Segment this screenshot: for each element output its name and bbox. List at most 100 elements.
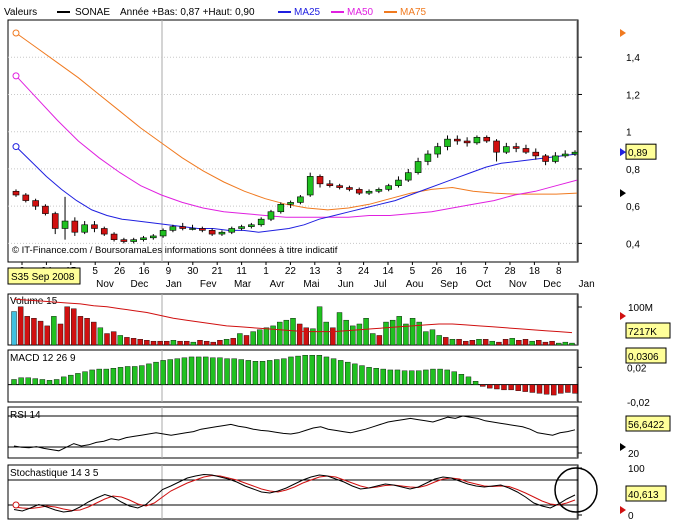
macd-bar — [309, 355, 315, 385]
price-candle-body — [346, 187, 353, 190]
macd-bar — [210, 357, 216, 385]
x-day-label: 11 — [236, 266, 247, 277]
macd-bar — [46, 380, 53, 385]
macd-bar — [25, 377, 31, 385]
x-month-label: Mai — [303, 279, 319, 290]
ma25-legend-label: MA25 — [294, 7, 321, 18]
price-candle-body — [365, 190, 373, 194]
volume-ytick-label: 100M — [628, 303, 653, 314]
macd-bar — [465, 376, 472, 385]
volume-bar — [463, 340, 469, 346]
volume-bar — [409, 318, 416, 346]
macd-bar — [281, 358, 287, 385]
volume-bar — [110, 331, 117, 346]
price-candle-body — [32, 200, 39, 207]
volume-bar — [91, 321, 97, 346]
price-candle-body — [424, 153, 432, 162]
volume-bar — [31, 318, 37, 346]
volume-bar — [389, 319, 396, 346]
header-ticker: SONAE — [75, 7, 110, 18]
volume-bar — [71, 308, 77, 346]
price-candle-body — [463, 140, 471, 144]
ma50-start-marker — [12, 72, 20, 80]
volume-bar — [17, 306, 24, 346]
volume-bar — [104, 333, 110, 346]
header-label: Valeurs — [4, 7, 37, 18]
macd-bar — [366, 367, 372, 385]
volume-bar — [230, 338, 236, 346]
price-candle-body — [267, 211, 275, 220]
macd-bar — [53, 379, 60, 385]
x-day-label: 8 — [556, 266, 562, 277]
macd-bar — [117, 367, 124, 385]
volume-bar — [330, 327, 336, 346]
macd-bar — [423, 369, 429, 385]
macd-bar — [203, 356, 209, 385]
volume-bar — [257, 329, 263, 346]
macd-bar — [316, 355, 323, 385]
price-candle-body — [71, 220, 79, 233]
x-day-label: 30 — [187, 266, 199, 277]
rsi-line — [13, 415, 576, 452]
macd-panel: MACD 12 26 9 0,02 -0,02 0,0306 — [7, 347, 667, 409]
price-candle-body — [375, 189, 383, 192]
stochastic-highlight-circle — [554, 467, 598, 513]
x-month-label: Dec — [131, 279, 149, 290]
volume-bar — [243, 335, 250, 346]
watermark-copyright: © IT-Finance.com / BoursoramaLes informa… — [12, 245, 338, 256]
volume-bar — [164, 340, 170, 346]
x-day-label: 5 — [92, 266, 98, 277]
macd-title: MACD 12 26 9 — [10, 353, 76, 364]
macd-bar — [479, 384, 486, 387]
volume-bar — [350, 325, 356, 346]
stochastic-last-value-text: 40,613 — [628, 490, 659, 501]
macd-bar — [181, 357, 188, 385]
macd-bar — [430, 368, 436, 385]
macd-bar — [39, 379, 46, 385]
volume-bar — [237, 333, 243, 346]
x-day-label: 7 — [483, 266, 489, 277]
macd-bar — [238, 359, 244, 385]
macd-bar — [195, 356, 202, 385]
macd-bar — [274, 359, 280, 385]
price-ytick-label: 1,4 — [626, 53, 640, 64]
macd-bar — [359, 365, 365, 385]
volume-bar — [37, 320, 44, 346]
volume-bar — [323, 321, 329, 346]
ma25-line — [15, 146, 578, 233]
macd-bar — [408, 370, 415, 385]
stochastic-ytick-label: 100 — [628, 464, 645, 475]
x-day-label: 24 — [358, 266, 370, 277]
volume-bar — [51, 316, 57, 346]
macd-ytick-label: 0,02 — [627, 363, 647, 374]
macd-bar — [508, 384, 514, 391]
date-badge-text: S35 Sep 2008 — [11, 272, 75, 283]
volume-bar — [290, 318, 296, 346]
price-candle-body — [140, 237, 147, 240]
price-candle-body — [483, 136, 491, 142]
stochastic-right-arrow — [620, 506, 626, 514]
macd-bar — [522, 384, 528, 392]
macd-bar — [18, 377, 24, 385]
price-candle-body — [522, 148, 530, 153]
volume-bar — [303, 327, 309, 346]
price-candle-body — [385, 185, 392, 190]
volume-bar — [150, 340, 157, 346]
macd-bar — [458, 374, 465, 385]
volume-bar — [423, 331, 429, 346]
x-month-label: Jan — [579, 279, 595, 290]
x-day-label: 14 — [382, 266, 394, 277]
volume-bar — [509, 338, 515, 346]
macd-bar — [387, 369, 394, 385]
macd-bar — [416, 370, 422, 385]
x-month-label: Sep — [440, 279, 458, 290]
macd-bar — [472, 381, 479, 385]
volume-last-value-text: 7217K — [628, 327, 657, 338]
rsi-last-value-text: 56,6422 — [628, 420, 665, 431]
price-ytick-label: 1 — [626, 128, 632, 139]
macd-bar — [217, 357, 223, 385]
macd-bar — [295, 355, 301, 385]
x-day-label: 28 — [504, 266, 516, 277]
macd-last-value-box — [625, 347, 667, 364]
price-candle-body — [297, 196, 304, 203]
